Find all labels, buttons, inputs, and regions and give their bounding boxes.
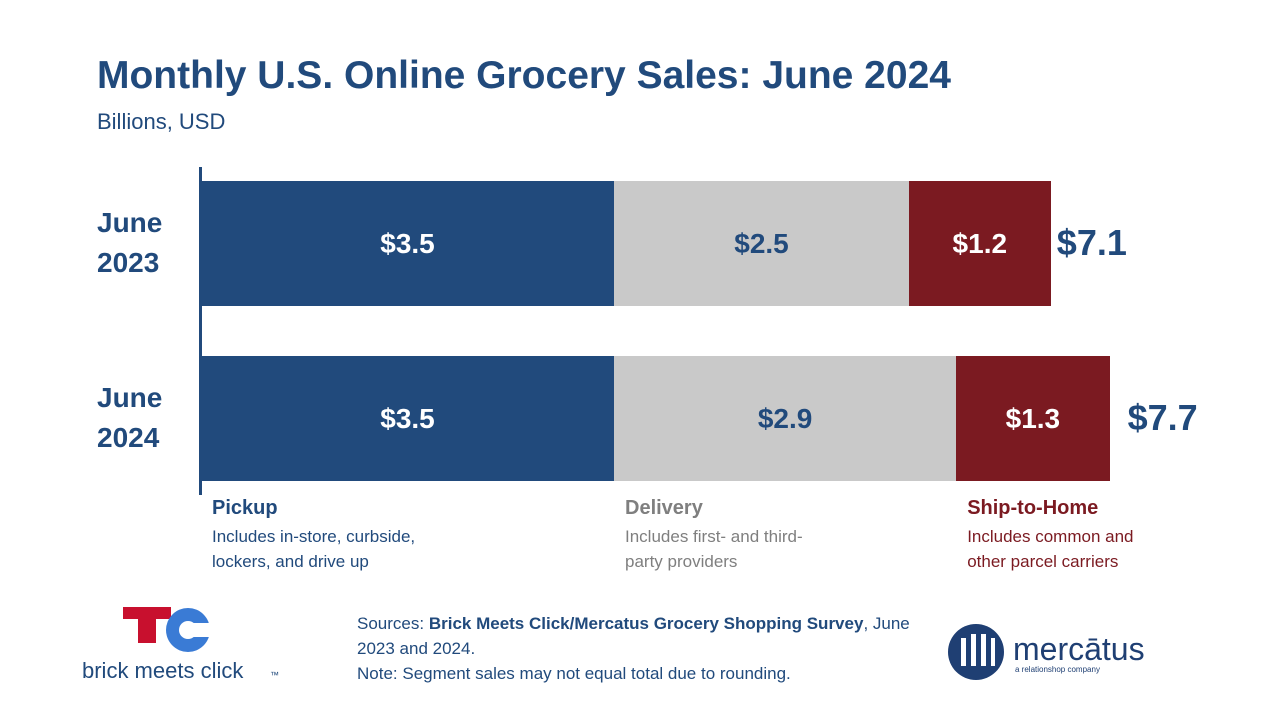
value-label: $3.5 <box>380 227 435 259</box>
legend-name: Delivery <box>625 497 703 519</box>
footer: Sources: Brick Meets Click/Mercatus Groc… <box>357 611 917 686</box>
logo-shape <box>971 634 976 666</box>
value-label: $2.5 <box>734 227 789 259</box>
category-label: June 2024 <box>97 382 163 453</box>
logo-shape <box>961 638 966 666</box>
logo-shape <box>123 607 171 619</box>
legend-description: Includes common and other parcel carrier… <box>967 527 1134 571</box>
total-label: $7.7 <box>1127 396 1198 438</box>
logo-shape <box>981 634 986 666</box>
chart-title: Monthly U.S. Online Grocery Sales: June … <box>97 54 951 97</box>
legend-name: Pickup <box>212 497 278 519</box>
logo-text: mercātus <box>1013 631 1145 667</box>
bar: $2.5 <box>614 181 909 306</box>
sources-bold: Brick Meets Click/Mercatus Grocery Shopp… <box>428 614 864 633</box>
legend-description: Includes first- and third-party provider… <box>625 527 803 571</box>
axis-line <box>199 167 202 495</box>
logo-shape <box>138 619 156 643</box>
logo-left: brick meets click ™ <box>82 607 279 683</box>
chart-subtitle: Billions, USD <box>97 109 226 134</box>
bar: $2.9 <box>614 356 957 481</box>
bar: $3.5 <box>201 181 614 306</box>
logo-right: mercātus a relationshop company <box>948 624 1145 680</box>
logo-text: brick meets click <box>82 658 244 683</box>
value-label: $3.5 <box>380 402 435 434</box>
logo-shape <box>991 638 995 666</box>
legend-name: Ship-to-Home <box>967 497 1099 519</box>
bar: $3.5 <box>201 356 614 481</box>
bar: $1.3 <box>956 356 1110 481</box>
note: Note: Segment sales may not equal total … <box>357 664 791 683</box>
bar: $1.2 <box>909 181 1051 306</box>
logo-mark: ™ <box>270 670 279 680</box>
value-label: $2.9 <box>757 402 813 434</box>
sources-rest: , June 2023 and 2024. <box>357 614 910 658</box>
logo-tagline: a relationshop company <box>1015 665 1100 674</box>
sources-label: Sources: <box>357 614 425 633</box>
value-label: $1.2 <box>952 227 1008 259</box>
total-label: $7.1 <box>1056 221 1127 263</box>
logo-shape <box>179 621 197 639</box>
value-label: $1.3 <box>1005 402 1061 434</box>
legend-description: Includes in-store, curbside, lockers, an… <box>212 527 416 571</box>
category-label: June 2023 <box>97 207 163 278</box>
